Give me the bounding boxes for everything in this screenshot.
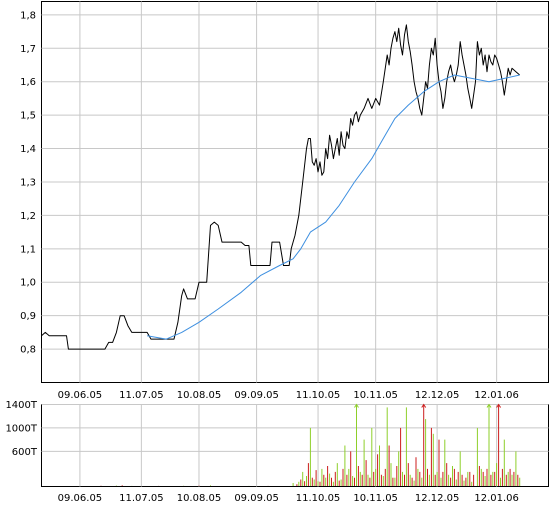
moving-average-line: [147, 74, 520, 340]
price-series-group: [41, 24, 521, 350]
volume-x-tick-label: 11.10.05: [296, 493, 341, 504]
volume-x-tick-label: 12.01.06: [474, 493, 519, 504]
volume-overflow-arrow: [486, 403, 492, 408]
volume-y-tick-label: 600T: [12, 447, 38, 458]
price-y-tick-label: 1,8: [20, 10, 36, 21]
price-line: [41, 24, 521, 350]
price-x-tick-label: 09.09.05: [234, 390, 279, 401]
price-panel: 0,8 0,9 1,0 1,1 1,2 1,3 1,4 1,5 1,6 1,7 1,8 09.06.…: [20, 1, 549, 401]
price-x-tick-label: 10.11.05: [353, 390, 398, 401]
volume-overflow-arrow: [354, 403, 359, 408]
price-y-tick-label: 1,5: [20, 111, 36, 122]
price-x-tick-label: 09.06.05: [58, 390, 103, 401]
volume-x-tick-label: 12.12.05: [415, 493, 460, 504]
price-x-tick-label: 11.07.05: [119, 390, 164, 401]
price-x-tick-label: 10.08.05: [177, 390, 222, 401]
price-y-tick-label: 1,4: [20, 144, 36, 155]
volume-plot-area: [41, 404, 549, 487]
volume-x-tick-label: 10.08.05: [177, 493, 222, 504]
volume-x-tick-label: 09.09.05: [234, 493, 279, 504]
volume-grid: [41, 404, 549, 487]
price-y-tick-label: 0,9: [20, 311, 36, 322]
volume-y-tick-label: 1400T: [5, 400, 37, 411]
price-y-tick-label: 1,1: [20, 244, 36, 255]
volume-y-tick-label: 1000T: [5, 423, 37, 434]
price-y-tick-label: 1,0: [20, 278, 36, 289]
volume-bars-group: [100, 403, 521, 486]
volume-x-tick-label: 10.11.05: [353, 493, 398, 504]
price-grid: [41, 1, 549, 383]
price-y-tick-label: 1,7: [20, 44, 36, 55]
price-y-tick-label: 1,2: [20, 211, 36, 222]
price-y-axis: 0,8 0,9 1,0 1,1 1,2 1,3 1,4 1,5 1,6 1,7 1,8: [20, 10, 36, 355]
volume-x-tick-label: 09.06.05: [58, 493, 103, 504]
volume-y-axis: 600T 1000T 1400T: [5, 400, 37, 458]
price-x-tick-label: 12.01.06: [474, 390, 519, 401]
volume-overflow-arrow: [496, 403, 502, 408]
price-y-tick-label: 0,8: [20, 345, 36, 356]
volume-x-tick-label: 11.07.05: [119, 493, 164, 504]
price-y-tick-label: 1,6: [20, 77, 36, 88]
price-x-tick-label: 12.12.05: [415, 390, 460, 401]
price-x-axis: 09.06.05 11.07.05 10.08.05 09.09.05 11.10.05…: [58, 390, 519, 401]
volume-overflow-arrow: [421, 403, 427, 408]
price-x-tick-label: 11.10.05: [296, 390, 341, 401]
price-y-tick-label: 1,3: [20, 177, 36, 188]
volume-x-axis: 09.06.05 11.07.05 10.08.05 09.09.05 11.10.05…: [58, 493, 519, 504]
